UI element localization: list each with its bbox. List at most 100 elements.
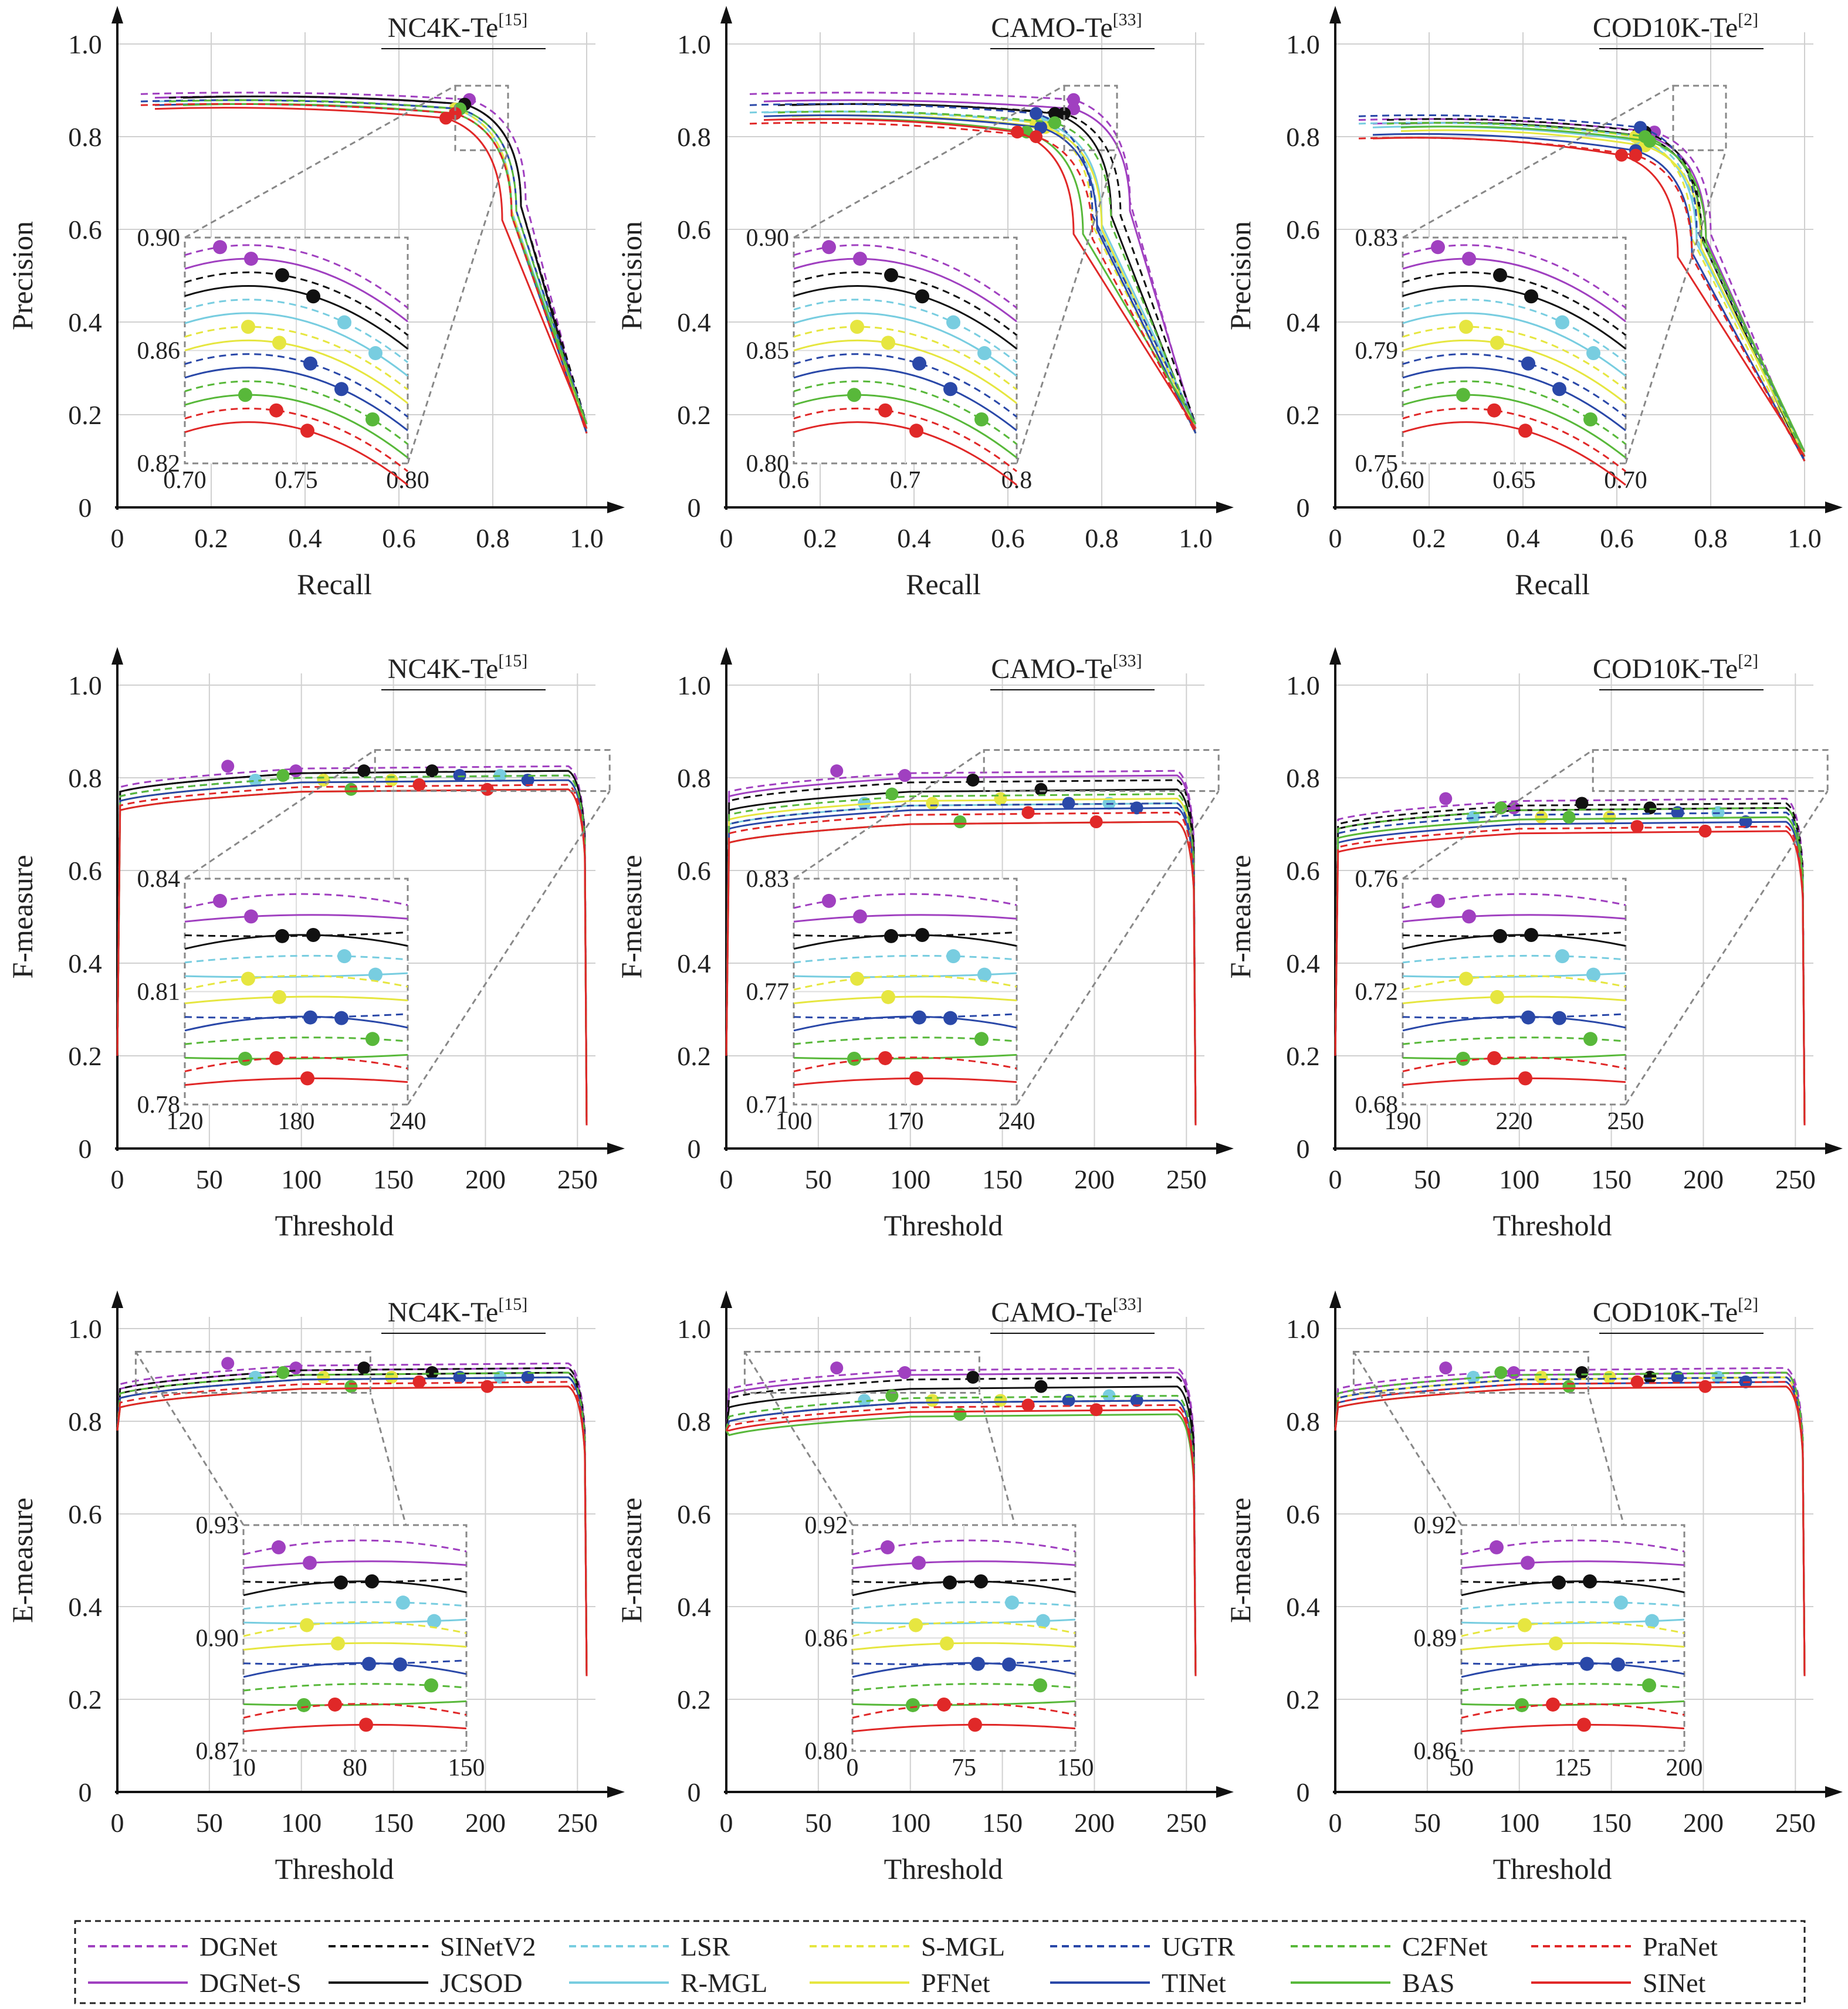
y-tick-label: 0.4 xyxy=(1286,1592,1320,1622)
max-point-dgnet xyxy=(830,764,844,778)
max-point-sinetv2 xyxy=(1575,1366,1589,1380)
max-point-jcsod xyxy=(1048,107,1061,120)
inset-curve-s-mgl xyxy=(852,1621,1076,1637)
inset-max-point-c2fnet xyxy=(365,412,380,427)
curves xyxy=(140,92,588,434)
inset-curve-sinet xyxy=(184,1077,408,1086)
legend-label: LSR xyxy=(681,1932,730,1961)
y-tick-label: 0.2 xyxy=(1286,1041,1320,1071)
inset-curve-ugtr xyxy=(184,1013,408,1019)
max-point-pfnet xyxy=(385,1370,398,1384)
dataset-name: NC4K-Te xyxy=(388,1297,499,1328)
inset-curve-tinet xyxy=(243,1662,467,1678)
panel-title: COD10K-Te[2] xyxy=(1593,651,1758,685)
x-axis-arrow xyxy=(1216,502,1234,513)
panel-fm-1: 0 0.2 0.4 0.6 0.8 1.0 0 50 100 150 200 250 Threshold… xyxy=(615,647,1234,1242)
curve-tinet xyxy=(763,114,1197,434)
x-axis-arrow xyxy=(1825,502,1843,513)
inset-max-point-s-mgl xyxy=(850,320,864,334)
inset-x-tick: 240 xyxy=(999,1108,1035,1135)
x-tick-label: 50 xyxy=(1414,1808,1441,1838)
inset-curve-bas xyxy=(793,1053,1017,1060)
curve-pranet xyxy=(116,1381,588,1676)
curve-dgnet xyxy=(140,92,588,433)
y-tick-label: 0 xyxy=(1297,1134,1310,1164)
inset-max-point-pranet xyxy=(1487,403,1501,418)
inset-curve-dgnet-s xyxy=(184,914,408,923)
max-point-pranet xyxy=(1021,1398,1035,1412)
inset-max-point-sinet xyxy=(909,424,923,438)
inset-y-tick: 0.93 xyxy=(196,1512,239,1539)
inset-curve-lsr xyxy=(1461,1601,1685,1610)
inset-max-point-r-mgl xyxy=(977,346,991,361)
inset-max-point-s-mgl xyxy=(300,1618,314,1632)
inset-max-point-lsr xyxy=(1555,949,1569,964)
x-tick-label: 50 xyxy=(196,1808,223,1838)
inset-max-point-dgnet xyxy=(213,893,227,908)
inset-max-point-pranet xyxy=(1546,1697,1560,1712)
inset-max-point-pfnet xyxy=(881,336,895,350)
inset-x-tick: 0 xyxy=(847,1754,859,1781)
inset-curve-sinetv2 xyxy=(243,1577,467,1584)
x-tick-label: 0.8 xyxy=(1085,523,1119,553)
y-axis-label: E-measure xyxy=(615,1498,648,1623)
x-tick-label: 200 xyxy=(1683,1164,1724,1194)
inset-y-tick: 0.89 xyxy=(1414,1625,1457,1652)
inset-x-tick: 200 xyxy=(1666,1754,1703,1781)
inset-max-point-lsr xyxy=(337,949,351,964)
y-tick-label: 0 xyxy=(688,493,701,523)
inset-max-point-lsr xyxy=(396,1595,410,1610)
inset-max-point-sinet xyxy=(359,1717,373,1732)
max-point-jcsod xyxy=(1034,1380,1048,1393)
dataset-ref: [33] xyxy=(1113,1295,1142,1314)
inset-max-point-bas xyxy=(238,1051,252,1066)
inset-max-point-jcsod xyxy=(365,1574,379,1589)
x-tick-label: 0.2 xyxy=(803,523,837,553)
inset-x-tick: 150 xyxy=(1057,1754,1094,1781)
zoom-region xyxy=(983,749,1220,792)
legend-label: BAS xyxy=(1402,1968,1454,1998)
curve-c2fnet xyxy=(777,110,1197,429)
y-tick-label: 0.8 xyxy=(677,1407,711,1437)
inset-curve-pfnet xyxy=(793,995,1017,1004)
y-tick-label: 0.2 xyxy=(677,1685,711,1715)
legend: DGNet SINetV2 LSR S-MGL UGTR C2FNet PraNet DGNe… xyxy=(74,1920,1806,2004)
inset-max-point-s-mgl xyxy=(241,971,255,986)
curve-sinet xyxy=(116,1385,588,1676)
y-tick-label: 0.2 xyxy=(1286,1685,1320,1715)
x-tick-label: 100 xyxy=(281,1808,321,1838)
inset-max-point-lsr xyxy=(1555,315,1569,330)
inset-max-point-jcsod xyxy=(915,928,929,943)
max-point-sinet xyxy=(480,782,494,796)
inset-max-point-tinet xyxy=(1611,1657,1625,1672)
inset-curve-sinetv2 xyxy=(1402,271,1626,336)
inset-max-point-c2fnet xyxy=(1583,412,1597,427)
inset-x-tick: 0.75 xyxy=(275,467,318,494)
y-tick-label: 0 xyxy=(79,1134,92,1164)
inset-max-point-c2fnet xyxy=(1583,1032,1597,1046)
x-axis-label: Threshold xyxy=(884,1209,1003,1242)
inset-max-point-dgnet xyxy=(1490,1540,1504,1554)
inset-max-point-sinetv2 xyxy=(275,268,289,283)
x-tick-label: 150 xyxy=(1591,1164,1632,1194)
zoom-region xyxy=(454,84,509,151)
y-tick-label: 0.6 xyxy=(68,215,102,245)
y-tick-label: 0 xyxy=(688,1134,701,1164)
inset-curve-sinet xyxy=(1461,1723,1685,1733)
max-point-pranet xyxy=(1630,819,1644,833)
inset-y-tick: 0.72 xyxy=(1355,979,1399,1006)
max-point-bas xyxy=(953,1408,967,1421)
inset-max-point-r-mgl xyxy=(368,967,383,982)
x-tick-label: 150 xyxy=(1591,1808,1632,1838)
inset-curve-bas xyxy=(184,1053,408,1060)
inset-curve-lsr xyxy=(1402,299,1626,364)
y-axis-label: Precision xyxy=(615,221,648,330)
inset-max-point-s-mgl xyxy=(1518,1618,1532,1632)
max-point-pfnet xyxy=(1603,811,1616,824)
inset-curve-pfnet xyxy=(1461,1642,1685,1651)
max-point-r-mgl xyxy=(1467,1370,1480,1384)
y-tick-label: 0.8 xyxy=(677,122,711,152)
y-tick-label: 0.8 xyxy=(68,1407,102,1437)
inset-curve-ugtr xyxy=(1402,1013,1626,1019)
